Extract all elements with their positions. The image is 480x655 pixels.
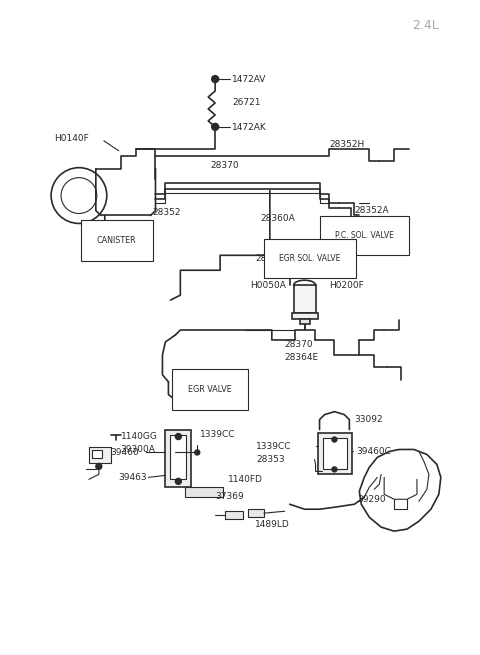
Bar	[292, 313, 318, 319]
Text: 1339CC: 1339CC	[200, 430, 236, 439]
Bar	[185, 487, 223, 497]
Text: 39460: 39460	[111, 448, 139, 457]
Text: 1140FD: 1140FD	[228, 475, 263, 484]
Text: 28370: 28370	[285, 341, 313, 349]
Circle shape	[96, 464, 102, 470]
Text: 28352: 28352	[153, 208, 181, 217]
Text: 28352N: 28352N	[354, 218, 390, 227]
Text: 28360A: 28360A	[260, 214, 295, 223]
Text: 28370: 28370	[210, 161, 239, 170]
Text: 1489LD: 1489LD	[255, 519, 289, 529]
Text: 1140GG: 1140GG	[120, 432, 157, 441]
Text: H0200F: H0200F	[329, 281, 364, 290]
Text: 26721: 26721	[232, 98, 261, 107]
Circle shape	[61, 178, 97, 214]
Circle shape	[212, 75, 218, 83]
Circle shape	[195, 450, 200, 455]
Text: 39460C: 39460C	[356, 447, 391, 456]
Bar	[318, 432, 352, 474]
Text: P.C. SOL. VALVE: P.C. SOL. VALVE	[335, 231, 394, 240]
Circle shape	[212, 123, 218, 130]
Bar	[300, 319, 310, 324]
Text: 39300A: 39300A	[120, 445, 156, 454]
Text: 28364E: 28364E	[285, 353, 319, 362]
Text: 1339CC: 1339CC	[256, 442, 291, 451]
Circle shape	[332, 437, 337, 442]
Bar	[89, 447, 111, 464]
Text: 1472AV: 1472AV	[232, 75, 266, 84]
Text: 39463: 39463	[119, 473, 147, 482]
Polygon shape	[360, 449, 441, 531]
Bar	[294, 285, 315, 313]
Text: 37369: 37369	[215, 492, 244, 501]
Bar	[225, 511, 243, 519]
Circle shape	[175, 434, 181, 440]
Circle shape	[332, 467, 337, 472]
Bar	[166, 430, 192, 487]
Circle shape	[175, 478, 181, 484]
Text: 33092: 33092	[354, 415, 383, 424]
Text: EGR SOL. VALVE: EGR SOL. VALVE	[279, 253, 340, 263]
Bar	[170, 434, 186, 479]
Text: 28353: 28353	[256, 455, 285, 464]
Bar	[323, 438, 348, 470]
Text: H0050A: H0050A	[250, 281, 286, 290]
Ellipse shape	[294, 280, 315, 290]
Text: 2.4L: 2.4L	[412, 19, 439, 32]
Text: H0140F: H0140F	[54, 134, 89, 143]
Text: 28378: 28378	[255, 253, 284, 263]
Bar	[248, 509, 264, 517]
Text: CANISTER: CANISTER	[97, 236, 136, 245]
Bar	[92, 451, 102, 458]
Text: 1472AK: 1472AK	[232, 123, 267, 132]
Text: 28352H: 28352H	[329, 140, 365, 149]
Circle shape	[51, 168, 107, 223]
Text: EGR VALVE: EGR VALVE	[188, 385, 232, 394]
Text: 28352A: 28352A	[354, 206, 389, 215]
Text: 39290: 39290	[357, 495, 386, 504]
